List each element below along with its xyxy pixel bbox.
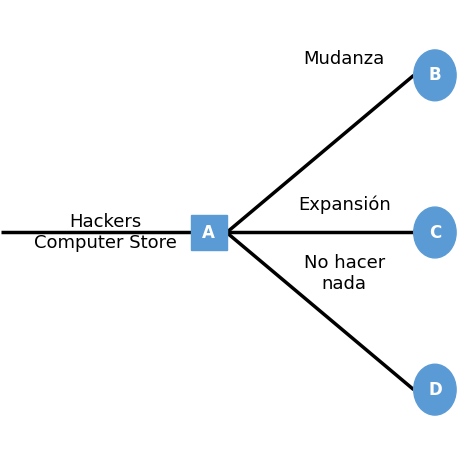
- Text: D: D: [428, 381, 442, 399]
- Text: C: C: [429, 224, 441, 241]
- FancyBboxPatch shape: [191, 215, 227, 250]
- Ellipse shape: [414, 50, 456, 101]
- Text: Hackers
Computer Store: Hackers Computer Store: [34, 213, 176, 252]
- Text: Mudanza: Mudanza: [303, 50, 385, 68]
- Text: Expansión: Expansión: [298, 195, 391, 214]
- Text: No hacer
nada: No hacer nada: [303, 254, 385, 292]
- Text: A: A: [202, 224, 215, 241]
- Ellipse shape: [414, 364, 456, 415]
- Text: B: B: [428, 66, 441, 84]
- Ellipse shape: [414, 207, 456, 258]
